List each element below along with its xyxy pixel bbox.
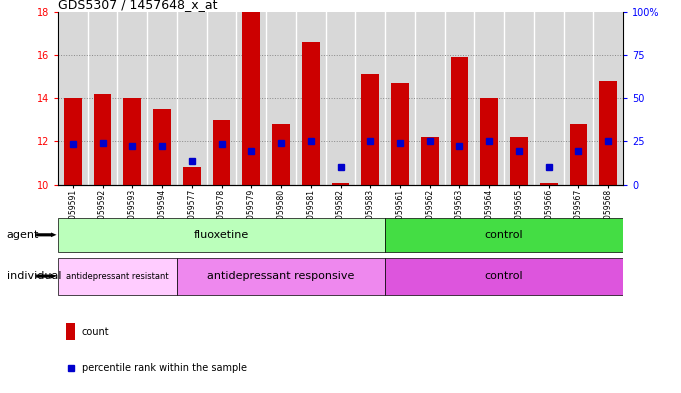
Bar	[599, 81, 617, 185]
Bar	[58, 218, 385, 252]
Bar	[64, 98, 82, 185]
Bar	[177, 12, 206, 185]
Bar	[67, 323, 75, 340]
Bar	[117, 12, 147, 185]
Text: control: control	[485, 230, 524, 240]
Text: individual: individual	[7, 271, 61, 281]
Bar	[385, 218, 623, 252]
Bar	[475, 12, 504, 185]
Bar	[266, 12, 296, 185]
Bar	[212, 120, 230, 185]
Text: agent: agent	[7, 230, 39, 240]
Bar	[58, 12, 88, 185]
Bar	[445, 12, 475, 185]
Bar	[593, 12, 623, 185]
Bar	[534, 12, 564, 185]
Bar	[540, 182, 558, 185]
Bar	[242, 12, 260, 185]
Bar	[58, 257, 177, 295]
Bar	[272, 124, 290, 185]
Bar	[147, 12, 177, 185]
Bar	[355, 12, 385, 185]
Bar	[415, 12, 445, 185]
Bar	[236, 12, 266, 185]
Text: count: count	[82, 327, 110, 337]
Text: fluoxetine: fluoxetine	[194, 230, 249, 240]
Bar	[510, 137, 528, 185]
Bar	[326, 12, 355, 185]
Bar	[296, 12, 326, 185]
Bar	[385, 12, 415, 185]
Text: control: control	[485, 271, 524, 281]
Text: antidepressant resistant: antidepressant resistant	[66, 272, 169, 281]
Bar	[564, 12, 593, 185]
Bar	[153, 109, 171, 185]
Text: GDS5307 / 1457648_x_at: GDS5307 / 1457648_x_at	[58, 0, 217, 11]
Bar	[302, 42, 319, 185]
Bar	[362, 74, 379, 185]
Bar	[569, 124, 588, 185]
Bar	[391, 83, 409, 185]
Bar	[88, 12, 117, 185]
Bar	[504, 12, 534, 185]
Bar	[480, 98, 498, 185]
Text: antidepressant responsive: antidepressant responsive	[207, 271, 355, 281]
Bar	[177, 257, 385, 295]
Bar	[421, 137, 439, 185]
Bar	[451, 57, 469, 185]
Bar	[332, 182, 349, 185]
Text: percentile rank within the sample: percentile rank within the sample	[82, 363, 247, 373]
Bar	[206, 12, 236, 185]
Bar	[123, 98, 141, 185]
Bar	[183, 167, 201, 185]
Bar	[385, 257, 623, 295]
Bar	[93, 94, 112, 185]
